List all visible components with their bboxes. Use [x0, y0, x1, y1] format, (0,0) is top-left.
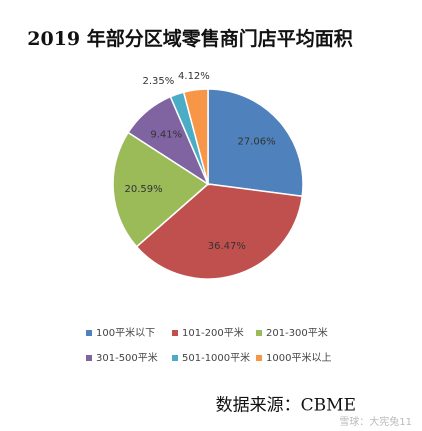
legend-label: 101-200平米 — [182, 326, 244, 339]
legend-marker — [256, 355, 262, 361]
legend-label: 100平米以下 — [96, 326, 155, 339]
legend-marker — [86, 330, 92, 336]
pie-slice — [135, 183, 304, 280]
legend-marker — [172, 330, 178, 336]
legend-label: 201-300平米 — [266, 326, 328, 339]
data-label: 9.41% — [150, 130, 182, 141]
legend-marker — [86, 355, 92, 361]
data-label: 4.12% — [178, 71, 210, 82]
pie-slice — [207, 88, 304, 198]
source: 数据来源：CBME — [216, 396, 356, 416]
legend-label: 501-1000平米 — [182, 351, 250, 364]
data-label: 27.06% — [237, 136, 275, 147]
pie-slice — [182, 88, 209, 185]
pie-slice — [112, 131, 210, 248]
legend-label: 1000平米以上 — [266, 351, 331, 364]
data-label: 20.59% — [125, 184, 163, 195]
legend-marker — [172, 355, 178, 361]
chart-title: 2019 年部分区域零售商门店平均面积 — [27, 27, 353, 50]
legend-label: 301-500平米 — [96, 351, 158, 364]
watermark: 雪球：大宪兔11 — [339, 415, 412, 428]
data-label: 36.47% — [208, 241, 246, 252]
data-label: 2.35% — [143, 76, 175, 87]
legend-marker — [256, 330, 262, 336]
